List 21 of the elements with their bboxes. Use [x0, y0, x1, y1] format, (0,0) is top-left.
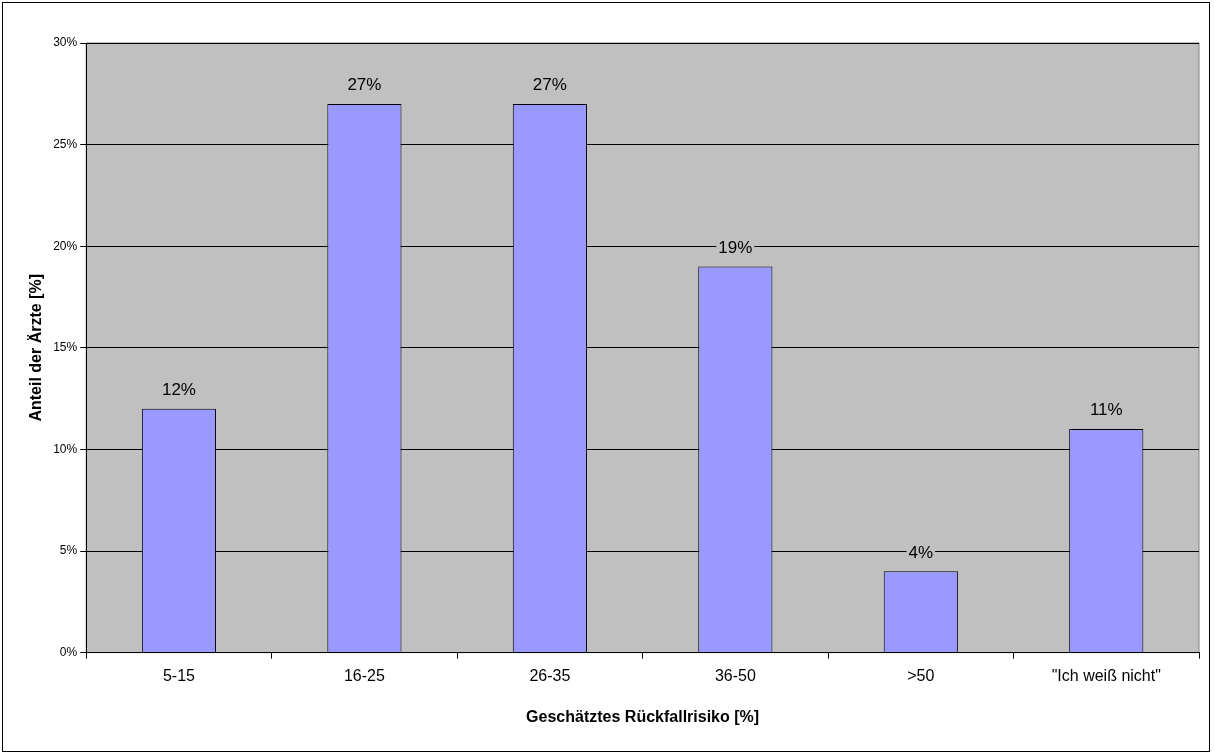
x-tick-label: 26-35	[529, 666, 571, 684]
x-axis-title: Geschätztes Rückfallrisiko [%]	[526, 707, 760, 725]
data-label: 11%	[1089, 400, 1123, 420]
x-tick-label: 36-50	[714, 666, 756, 684]
y-tick-label: 30%	[53, 35, 78, 50]
data-label: 4%	[908, 542, 934, 562]
y-tick-label: 25%	[53, 136, 78, 151]
data-label: 19%	[718, 237, 753, 257]
x-tick-label: "Ich weiß nicht"	[1051, 666, 1161, 684]
x-tick-label: >50	[907, 666, 935, 684]
data-label: 12%	[161, 379, 196, 399]
y-tick-label: 20%	[53, 238, 78, 253]
y-axis-title: Anteil der Ärzte [%]	[27, 274, 45, 422]
data-label: 27%	[347, 75, 382, 95]
y-tick-label: 0%	[59, 644, 78, 659]
x-tick-label: 5-15	[162, 666, 196, 684]
data-label: 27%	[532, 75, 567, 95]
y-tick-label: 15%	[53, 340, 78, 355]
x-tick-label: 16-25	[343, 666, 385, 684]
y-tick-label: 5%	[59, 543, 78, 558]
y-tick-label: 10%	[53, 441, 78, 456]
